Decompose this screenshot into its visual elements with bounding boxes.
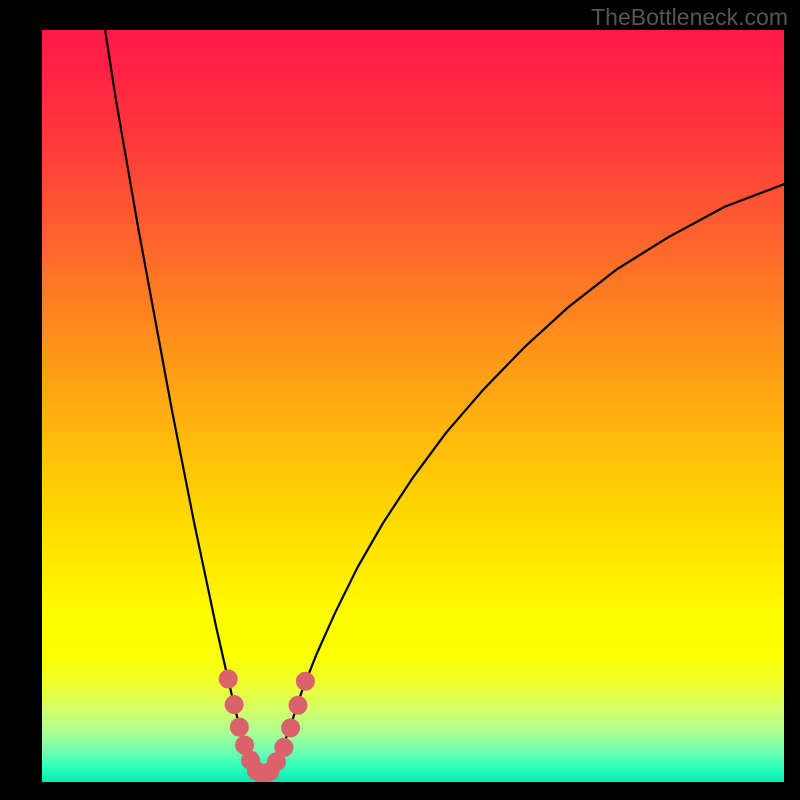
- curve-marker: [289, 696, 307, 714]
- curve-marker: [296, 672, 314, 690]
- watermark-text: TheBottleneck.com: [591, 4, 788, 31]
- marker-group: [42, 30, 784, 782]
- curve-marker: [230, 718, 248, 736]
- curve-marker: [282, 719, 300, 737]
- curve-marker: [219, 670, 237, 688]
- plot-area: [42, 30, 784, 782]
- curve-marker: [225, 696, 243, 714]
- curve-marker: [275, 738, 293, 756]
